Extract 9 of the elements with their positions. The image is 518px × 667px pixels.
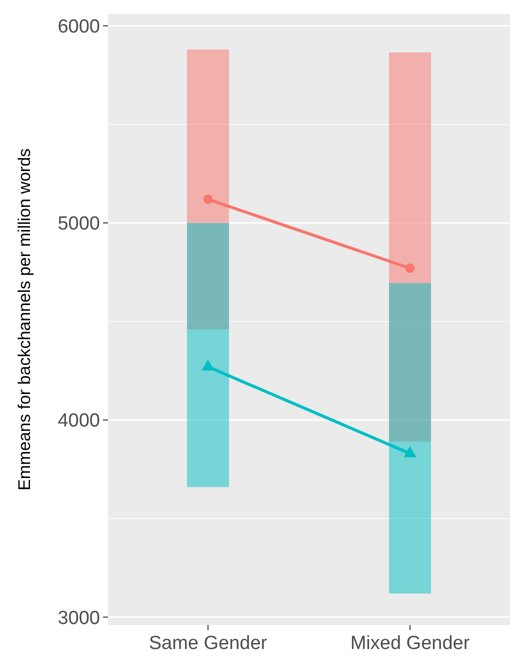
y-axis-title: Emmeans for backchannels per million words xyxy=(15,148,34,491)
bar xyxy=(186,222,229,488)
bar xyxy=(389,283,432,594)
y-tick-label: 5000 xyxy=(58,214,100,235)
x-tick-label: Mixed Gender xyxy=(350,633,470,654)
y-tick-label: 6000 xyxy=(58,16,100,38)
y-tick-label: 4000 xyxy=(58,410,100,432)
y-tick-label: 3000 xyxy=(58,608,100,629)
x-tick-label: Same Gender xyxy=(148,633,268,654)
